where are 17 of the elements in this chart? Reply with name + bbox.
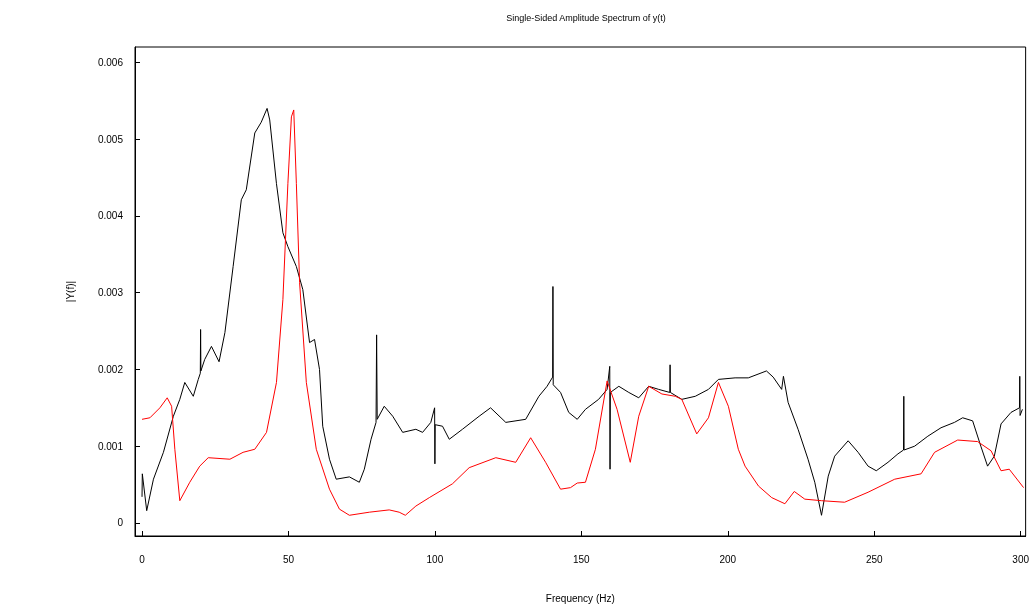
y-axis-title: |Y(f)| [64, 280, 76, 303]
y-tick-label: 0.003 [97, 287, 124, 299]
y-tick-label: 0.002 [97, 363, 124, 375]
x-tick-label: 100 [426, 553, 444, 565]
y-tick-label: 0.005 [97, 133, 124, 145]
x-tick-label: 300 [1012, 553, 1030, 565]
y-tick-label: 0 [117, 517, 124, 529]
x-tick-label: 250 [865, 553, 883, 565]
x-tick-label: 50 [282, 553, 295, 565]
y-tick-label: 0.006 [97, 56, 124, 68]
x-tick-label: 150 [573, 553, 591, 565]
chart-title: Single-Sided Amplitude Spectrum of y(t) [506, 12, 666, 23]
x-tick-label: 0 [139, 553, 146, 565]
y-tick-label: 0.004 [97, 210, 124, 222]
x-tick-label: 200 [719, 553, 737, 565]
x-axis-title: Frequency (Hz) [545, 592, 615, 604]
y-tick-label: 0.001 [97, 440, 124, 452]
